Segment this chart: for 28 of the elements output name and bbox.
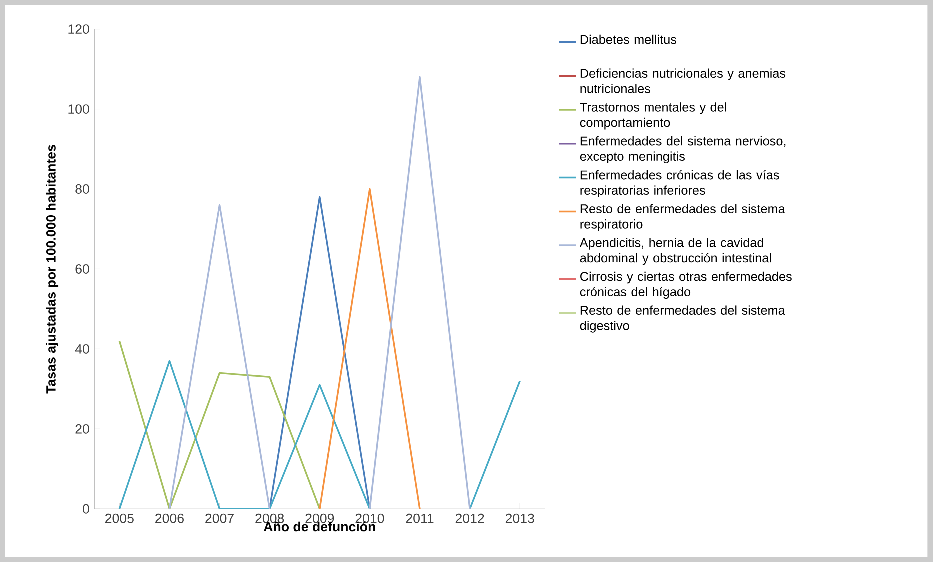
x-tick-label: 2013 [506, 514, 534, 524]
legend-label: Resto de enfermedades del sistema respiratorio [580, 204, 786, 232]
x-tick-label: 2005 [106, 514, 134, 524]
legend-label: Enfermedades del sistema nervioso, excepto meningitis [580, 136, 786, 164]
legend-label: Resto de enfermedades del sistema digestivo [580, 306, 786, 333]
legend-label: Enfermedades crónicas de las vías respiratorias inferiores [580, 170, 780, 198]
y-tick-label: 60 [76, 264, 90, 274]
y-tick-label: 120 [68, 24, 90, 34]
x-axis-title: Año de defunción [264, 522, 376, 532]
y-tick-label: 20 [76, 424, 90, 434]
y-tick-label: 100 [68, 104, 90, 114]
y-tick-label: 80 [76, 184, 90, 194]
y-tick-label: 40 [75, 344, 90, 354]
y-axis-title: Tasas ajustadas por 100.000 habitantes [46, 144, 59, 394]
legend-label: Cirrosis y ciertas otras enfermedades crónicas del hígado [580, 272, 792, 299]
x-tick-label: 2011 [406, 514, 434, 524]
legend-label: Trastornos mentales y del comportamiento [580, 102, 726, 130]
x-tick-label: 2010 [356, 514, 384, 524]
x-tick-label: 2007 [206, 514, 234, 524]
x-tick-label: 2008 [256, 514, 284, 524]
legend-label: Deficiencias nutricionales y anemias nutricionales [580, 68, 786, 94]
x-tick-label: 2006 [156, 514, 184, 524]
x-tick-label: 2009 [306, 514, 334, 524]
line-series [118, 340, 321, 509]
legend-label: Apendicitis, hernia de la cavidad abdominal y obstrucción intestinal [580, 238, 772, 265]
x-tick-label: 2012 [456, 514, 484, 524]
y-tick-label: 0 [83, 504, 90, 514]
legend-label: Diabetes mellitus [580, 34, 677, 44]
